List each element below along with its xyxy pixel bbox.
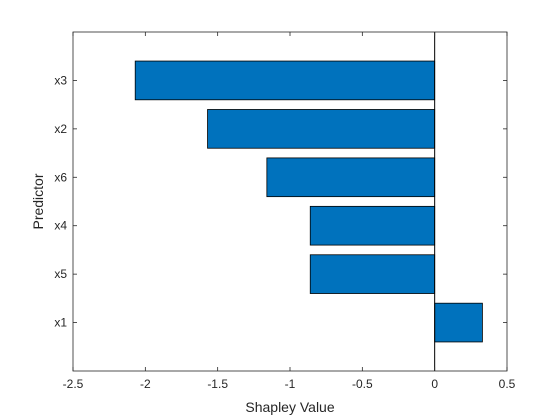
- x-tick-label: -2: [140, 377, 151, 391]
- y-tick-label: x5: [54, 267, 67, 281]
- y-tick-label: x3: [54, 73, 67, 87]
- x-tick-label: -2.5: [63, 377, 84, 391]
- x-tick-label: -0.5: [352, 377, 373, 391]
- bar-x5: [309, 254, 436, 294]
- y-tick-label: x2: [54, 122, 67, 136]
- bar-x6: [266, 157, 436, 198]
- bar-x3: [134, 60, 436, 101]
- y-tick-label: x1: [54, 316, 67, 330]
- x-tick-label: 0.5: [499, 377, 516, 391]
- y-tick-label: x4: [54, 219, 67, 233]
- bar-x2: [207, 109, 436, 149]
- ticks: x3 x2 x6 x4 x5 x1 -2.5 -2 -1.5 -1 -0.5 0 0.5: [54, 32, 516, 391]
- y-axis-label: Predictor: [30, 173, 46, 229]
- y-tick-label: x6: [54, 170, 67, 184]
- x-tick-label: -1: [285, 377, 296, 391]
- bars: [134, 60, 483, 343]
- x-axis-label: Shapley Value: [245, 399, 334, 415]
- x-tick-label: 0: [431, 377, 438, 391]
- x-tick-label: -1.5: [207, 377, 228, 391]
- bar-x4: [309, 205, 436, 246]
- bar-x1: [434, 302, 483, 343]
